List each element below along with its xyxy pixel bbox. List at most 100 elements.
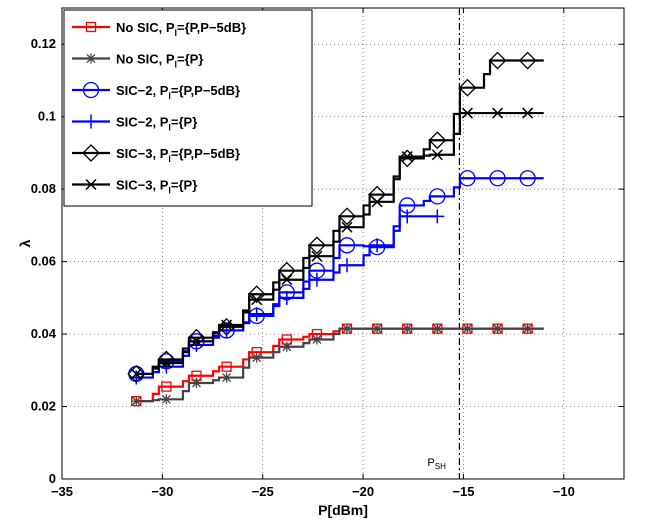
series-2 [131,323,544,407]
legend-label: No SIC, Pl={P} [116,52,203,70]
data-point [459,170,476,187]
data-point [311,334,322,345]
legend-label-text: ={P,P−5dB} [171,146,240,161]
data-point [522,323,533,334]
ticks: −35 −30 −25 −20 −15 −10 0 0.02 0.04 0.06 0.08 0.1 0.… [31,8,624,499]
legend-marker [82,81,100,99]
legend-label-text: SIC−2, P [116,83,169,98]
x-tick-label: −15 [452,484,474,499]
y-tick-label: 0.08 [31,181,56,196]
legend-marker [84,114,98,129]
data-point [130,368,142,380]
legend-label-subscript: l [175,60,178,70]
plot-frame [61,7,625,480]
y-tick-label: 0.12 [31,36,56,51]
data-point [342,323,353,334]
legend-label: SIC−2, Pl={P,P−5dB} [116,83,240,101]
legend-marker [82,144,100,162]
data-point [370,238,385,253]
series-line [136,111,544,376]
legend-item: SIC−3, Pl={P} [72,178,197,196]
data-point [338,207,356,226]
data-point [489,170,506,187]
legend-label-text: ={P,P−5dB} [177,20,246,35]
y-tick-label: 0.04 [31,326,57,341]
legend-label: SIC−3, Pl={P} [116,178,197,196]
legend-label-text: SIC−3, P [116,178,169,193]
legend-item: No SIC, Pl={P,P−5dB} [72,20,246,38]
legend-label-text: SIC−3, P [116,146,169,161]
legend-label: SIC−3, Pl={P,P−5dB} [116,146,240,164]
y-axis-label: λ [17,239,33,247]
legend-item: SIC−3, Pl={P,P−5dB} [72,144,240,164]
data-point [371,196,383,208]
y-tick-label: 0.02 [31,399,56,414]
data-point [190,335,203,347]
data-point [432,323,443,334]
data-point [488,51,507,70]
data-point [281,341,292,352]
legend-label-text: SIC−2, P [116,115,169,130]
data-point [187,328,206,347]
x-tick-label: −25 [252,484,274,499]
legend-label: SIC−2, Pl={P} [116,115,197,133]
data-point [281,274,293,286]
data-point [492,107,504,119]
data-point [492,323,503,334]
data-point [249,307,264,322]
legend-label-text: ={P} [177,52,203,67]
psh-annotation: PSH [427,8,461,479]
data-point [157,350,176,369]
data-point [458,78,477,97]
legend-item: No SIC, Pl={P} [72,52,203,70]
data-point [251,294,263,306]
series-4 [129,209,445,385]
data-point [428,131,447,150]
legend-marker [86,53,96,64]
legend-label-text: No SIC, P [116,20,175,35]
data-point [221,361,232,372]
data-point [429,188,446,205]
legend-label-text: ={P} [171,178,197,193]
data-point [251,352,262,363]
psh-label-subscript: SH [435,462,446,471]
grid [62,8,624,479]
x-tick-label: −30 [151,484,173,499]
data-point [161,394,172,405]
data-point [338,237,356,254]
data-point [340,258,355,273]
legend-marker [85,178,97,191]
x-tick-label: −35 [51,484,73,499]
data-point [221,319,233,331]
legend-label-text: ={P} [171,115,197,130]
y-tick-label: 0 [49,471,56,486]
data-point [430,209,445,224]
data-point [311,250,323,262]
series-line [136,59,544,376]
data-point [247,285,266,304]
data-point [160,357,172,369]
data-point [401,151,413,163]
data-point [461,107,473,119]
y-tick-label: 0.06 [31,254,56,269]
legend-label-subscript: l [168,154,171,164]
data-point [519,170,536,187]
data-point [522,107,534,119]
data-point [191,377,202,388]
legend-item: SIC−2, Pl={P,P−5dB} [72,81,240,101]
series-line [136,327,544,403]
legend-label-subscript: l [168,123,171,133]
x-axis-label: P[dBm] [318,502,368,518]
data-point [372,323,383,334]
series-6 [130,107,544,380]
y-tick-label: 0.1 [38,109,56,124]
legend-label-subscript: l [175,28,178,38]
psh-label: PSH [427,457,446,471]
data-point [341,221,353,233]
series-group [127,51,544,407]
data-point [462,323,473,334]
legend-box [63,9,313,207]
legend-label-subscript: l [168,186,171,196]
data-point [307,236,326,255]
